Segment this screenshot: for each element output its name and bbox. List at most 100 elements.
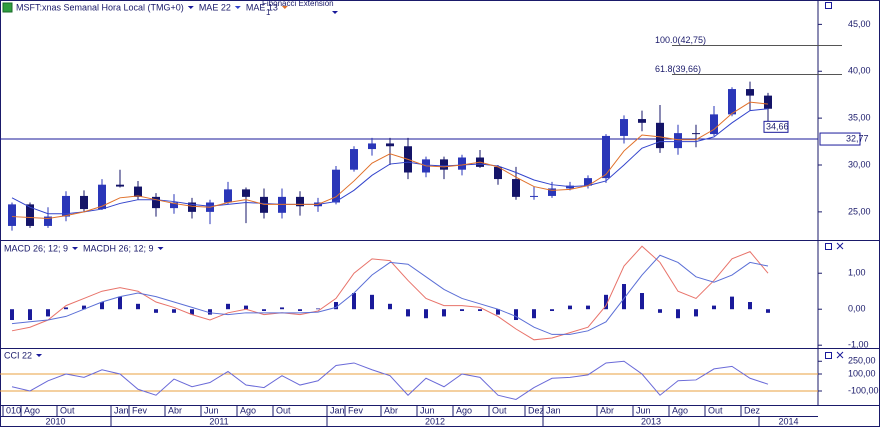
candle-body	[170, 202, 178, 209]
x-tick-label: Ago	[672, 405, 688, 415]
candle-body	[134, 186, 142, 197]
maximize-button[interactable]	[825, 352, 832, 359]
candle-body	[242, 189, 250, 197]
candle-body	[620, 119, 628, 136]
histogram-bar	[388, 303, 392, 310]
histogram-bar	[676, 309, 680, 319]
chart-title: MSFT:xnas Semanal Hora Local (TMG+0)	[16, 2, 184, 12]
x-tick-label: Out	[708, 405, 723, 415]
histogram-bar	[100, 302, 104, 310]
year-label: 2012	[425, 416, 445, 426]
x-tick-label: Abr	[600, 405, 614, 415]
y-tick-label: 100,00	[848, 368, 876, 378]
histogram-bar	[766, 309, 770, 313]
y-tick-label: 35,00	[848, 113, 871, 123]
histogram-bar	[244, 305, 248, 310]
dropdown-arrow[interactable]	[36, 354, 43, 357]
symbol-icon[interactable]	[2, 2, 13, 13]
histogram-bar	[136, 303, 140, 310]
x-tick-label: Jan	[330, 405, 345, 415]
candle-body	[224, 189, 232, 203]
candle-body	[8, 204, 16, 226]
x-tick-label: 010	[6, 405, 21, 415]
histogram-bar	[316, 308, 320, 310]
histogram-bar	[604, 294, 608, 310]
x-tick-label: Jan	[546, 405, 561, 415]
legend-entry: MACDH 26; 12; 9	[83, 243, 154, 253]
histogram-bar	[370, 294, 374, 310]
candle-body	[530, 195, 538, 197]
candle-body	[26, 204, 34, 226]
y-tick-label: 30,00	[848, 159, 871, 169]
dropdown-arrow[interactable]	[157, 247, 164, 250]
histogram-bar	[280, 307, 284, 310]
year-label: 2011	[209, 416, 228, 426]
histogram-bar	[514, 309, 518, 321]
candle-body	[188, 202, 196, 212]
histogram-bar	[424, 309, 428, 319]
close-button[interactable]	[836, 242, 844, 250]
y-tick-label: -100,00	[848, 385, 879, 395]
x-tick-label: Fev	[348, 405, 364, 415]
dropdown-arrow[interactable]	[187, 6, 194, 9]
y-tick-label: 1,00	[848, 268, 866, 278]
x-tick-label: Out	[60, 405, 75, 415]
histogram-bar	[64, 307, 68, 310]
candle-body	[80, 195, 88, 210]
histogram-bar	[460, 309, 464, 312]
histogram-bar	[586, 305, 590, 310]
candle-body	[152, 196, 160, 209]
x-tick-label: Out	[276, 405, 291, 415]
candle-body	[296, 196, 304, 207]
candle-body	[728, 89, 736, 115]
candle-body	[440, 159, 448, 170]
macd-line	[11, 245, 769, 341]
y-tick-label: 250,00	[848, 356, 876, 366]
histogram-bar	[352, 293, 356, 310]
candle-body	[710, 114, 718, 135]
x-tick-label: Fev	[132, 405, 148, 415]
x-tick-label: Jun	[420, 405, 435, 415]
histogram-bar	[154, 309, 158, 313]
x-tick-label: Jun	[204, 405, 219, 415]
maximize-button[interactable]	[825, 243, 832, 250]
x-tick-label: Ago	[24, 405, 40, 415]
histogram-bar	[640, 293, 644, 310]
legend-entry: CCI 22	[4, 350, 32, 360]
dropdown-arrow[interactable]	[281, 6, 288, 9]
histogram-bar	[694, 309, 698, 317]
x-tick-label: Out	[492, 405, 507, 415]
histogram-bar	[748, 302, 752, 310]
histogram-bar	[406, 309, 410, 317]
x-tick-label: Dez	[744, 405, 761, 415]
fibonacci-label: 61.8(39,66)	[655, 64, 701, 74]
close-button[interactable]	[836, 351, 844, 359]
candle-body	[98, 184, 106, 210]
dropdown-arrow[interactable]	[72, 247, 79, 250]
histogram-bar	[262, 309, 266, 312]
histogram-bar	[478, 309, 482, 312]
candle-body	[656, 122, 664, 149]
histogram-bar	[298, 309, 302, 312]
y-tick-label: 25,00	[848, 206, 871, 216]
dropdown-arrow[interactable]	[332, 11, 338, 14]
dropdown-arrow[interactable]	[234, 6, 241, 9]
histogram-bar	[622, 284, 626, 310]
maximize-button[interactable]	[825, 2, 832, 9]
histogram-bar	[550, 309, 554, 312]
candle-body	[458, 157, 466, 170]
histogram-bar	[712, 305, 716, 310]
histogram-bar	[496, 309, 500, 315]
histogram-bar	[532, 309, 536, 319]
cci-line	[11, 360, 769, 401]
fibonacci-label: 100.0(42,75)	[655, 35, 706, 45]
histogram-bar	[226, 303, 230, 310]
last-label: 34,66	[766, 122, 789, 132]
y-tick-label: 0,00	[848, 304, 866, 314]
candle-body	[584, 178, 592, 186]
candle-body	[692, 133, 700, 135]
histogram-bar	[28, 309, 32, 321]
histogram-bar	[334, 302, 338, 310]
